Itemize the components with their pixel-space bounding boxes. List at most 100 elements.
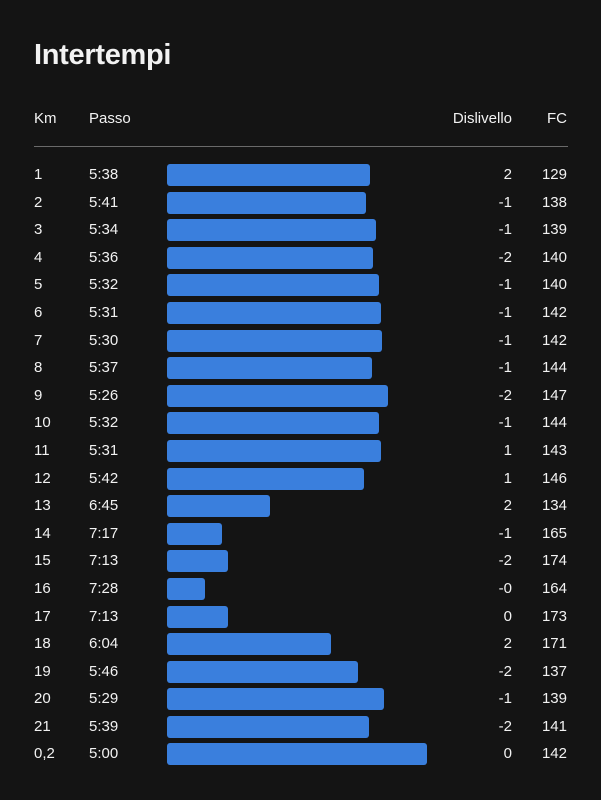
split-hr: 174 (541, 552, 567, 570)
pace-bar (167, 384, 389, 407)
pace-bar (167, 467, 365, 490)
split-hr: 147 (541, 386, 567, 404)
split-km: 14 (34, 524, 51, 542)
split-elevation: -1 (498, 193, 512, 211)
splits-list: 1 5:38 2 129 2 5:41 -1 138 3 5:34 -1 139 4 5:36 -2 140 5… (0, 161, 601, 768)
split-row: 9 5:26 -2 147 (0, 382, 601, 410)
split-row: 19 5:46 -2 137 (0, 658, 601, 686)
split-row: 8 5:37 -1 144 (0, 354, 601, 382)
split-hr: 139 (541, 690, 567, 708)
split-row: 17 7:13 0 173 (0, 603, 601, 631)
pace-bar (167, 550, 228, 573)
split-row: 7 5:30 -1 142 (0, 327, 601, 355)
split-km: 16 (34, 579, 51, 597)
split-row: 13 6:45 2 134 (0, 492, 601, 520)
split-hr: 140 (541, 276, 567, 294)
pace-bar (167, 164, 371, 186)
pace-bar (167, 633, 332, 656)
pace-bar (167, 439, 381, 462)
column-header-hr: FC (547, 110, 567, 127)
split-hr: 142 (541, 745, 567, 763)
split-km: 15 (34, 552, 51, 570)
split-hr: 138 (541, 193, 567, 211)
split-km: 0,2 (34, 745, 55, 763)
pace-bar (167, 495, 270, 518)
split-km: 20 (34, 690, 51, 708)
split-hr: 173 (541, 607, 567, 625)
split-elevation: -1 (498, 524, 512, 542)
split-pace: 5:29 (89, 690, 119, 708)
split-pace: 5:32 (89, 276, 119, 294)
pace-bar (167, 191, 366, 214)
split-pace: 5:31 (89, 441, 119, 459)
split-row: 16 7:28 -0 164 (0, 575, 601, 603)
pace-bar (167, 577, 206, 600)
split-row: 6 5:31 -1 142 (0, 299, 601, 327)
split-km: 17 (34, 607, 51, 625)
split-km: 13 (34, 497, 51, 515)
split-km: 7 (34, 331, 43, 349)
split-pace: 5:32 (89, 414, 119, 432)
split-hr: 144 (541, 359, 567, 377)
split-elevation: 2 (503, 497, 512, 515)
split-elevation: -2 (498, 386, 512, 404)
split-km: 1 (34, 166, 43, 183)
split-row: 12 5:42 1 146 (0, 465, 601, 493)
split-pace: 5:31 (89, 303, 119, 321)
split-pace: 5:30 (89, 331, 119, 349)
pace-bar (167, 743, 427, 766)
split-hr: 137 (541, 662, 567, 680)
split-pace: 5:37 (89, 359, 119, 377)
split-row: 15 7:13 -2 174 (0, 547, 601, 575)
split-pace: 7:13 (89, 552, 119, 570)
split-hr: 141 (541, 717, 567, 735)
column-header-elevation: Dislivello (452, 110, 512, 127)
pace-bar (167, 329, 383, 352)
pace-bar (167, 246, 374, 269)
split-hr: 146 (541, 469, 567, 487)
page-title: Intertempi (34, 39, 172, 71)
split-km: 19 (34, 662, 51, 680)
split-pace: 5:39 (89, 717, 119, 735)
pace-bar (167, 688, 384, 711)
split-hr: 134 (541, 497, 567, 515)
column-header-pace: Passo (89, 110, 131, 127)
split-km: 21 (34, 717, 51, 735)
split-pace: 6:04 (89, 635, 119, 653)
table-header: Km Passo Dislivello FC (0, 110, 601, 130)
split-elevation: -2 (498, 552, 512, 570)
split-km: 5 (34, 276, 43, 294)
split-row: 3 5:34 -1 139 (0, 216, 601, 244)
split-elevation: -0 (498, 579, 512, 597)
pace-bar (167, 522, 222, 545)
split-pace: 5:41 (89, 193, 119, 211)
split-km: 9 (34, 386, 43, 404)
split-hr: 129 (541, 166, 567, 183)
pace-bar (167, 219, 377, 242)
split-hr: 171 (541, 635, 567, 653)
pace-bar (167, 660, 359, 683)
split-pace: 7:13 (89, 607, 119, 625)
split-hr: 139 (541, 221, 567, 239)
split-km: 18 (34, 635, 51, 653)
split-hr: 142 (541, 331, 567, 349)
split-pace: 7:28 (89, 579, 119, 597)
split-pace: 5:36 (89, 248, 119, 266)
split-pace: 6:45 (89, 497, 119, 515)
split-pace: 5:00 (89, 745, 119, 763)
split-hr: 164 (541, 579, 567, 597)
pace-bar (167, 274, 380, 297)
pace-bar (167, 301, 381, 324)
header-divider (34, 146, 568, 147)
split-elevation: -1 (498, 303, 512, 321)
split-row: 18 6:04 2 171 (0, 630, 601, 658)
split-hr: 140 (541, 248, 567, 266)
split-row: 21 5:39 -2 141 (0, 713, 601, 741)
pace-bar (167, 715, 369, 738)
split-km: 12 (34, 469, 51, 487)
split-elevation: -2 (498, 662, 512, 680)
pace-bar (167, 605, 228, 628)
split-km: 11 (34, 441, 50, 459)
split-pace: 5:34 (89, 221, 119, 239)
split-elevation: 2 (503, 166, 512, 183)
